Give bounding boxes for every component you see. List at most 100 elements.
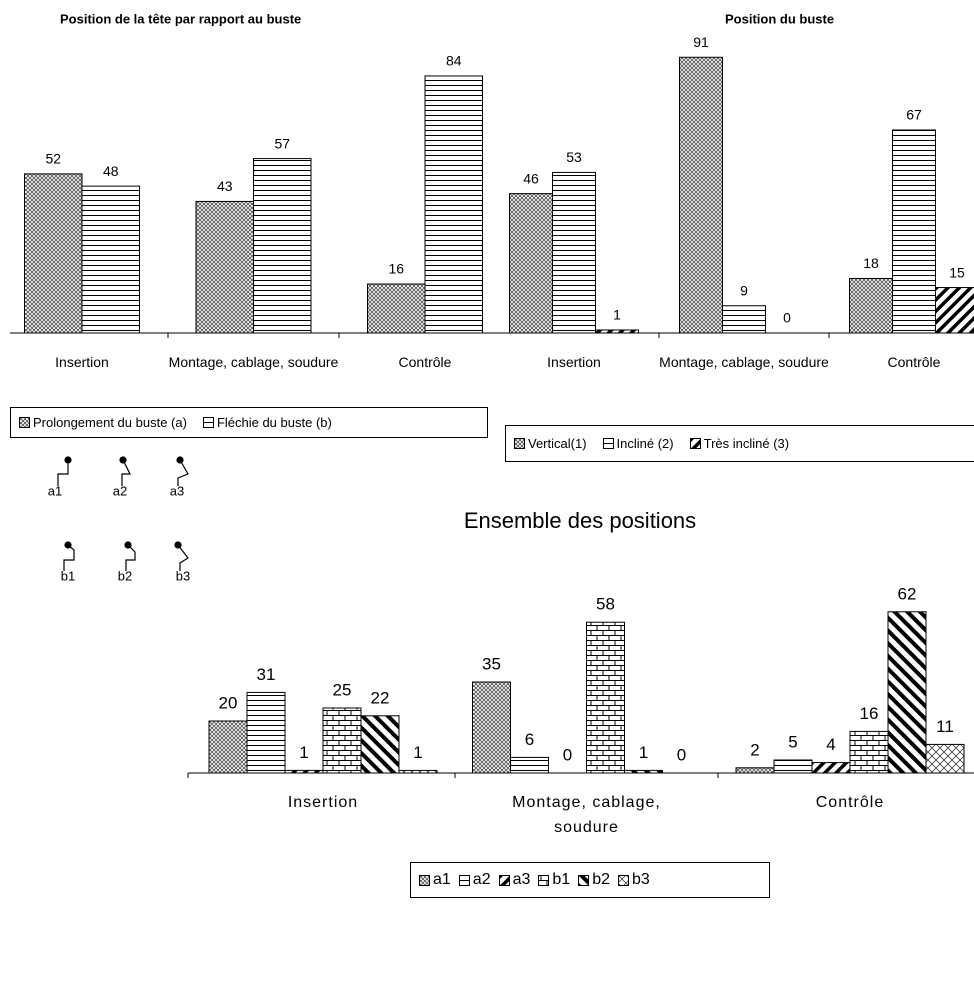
bar <box>773 759 813 774</box>
legend-label: Fléchie du buste (b) <box>216 415 332 430</box>
bar <box>424 75 483 334</box>
legend-label: b2 <box>592 871 610 888</box>
swatch-box <box>514 438 525 449</box>
swatch-box <box>202 417 214 428</box>
value-label: 0 <box>783 310 791 326</box>
bar <box>509 193 553 334</box>
value-label: 0 <box>677 745 686 764</box>
x-tick-label: Insertion <box>55 354 109 370</box>
legend-label: a2 <box>472 871 491 888</box>
value-label: 22 <box>371 688 390 707</box>
legend-swatch <box>19 417 30 428</box>
bar <box>811 762 851 774</box>
swatch-box <box>602 438 614 449</box>
x-tick-label: Montage, cablage, soudure <box>168 354 339 370</box>
bar <box>322 707 362 774</box>
legend-swatch <box>538 874 550 886</box>
legend-item: a1 <box>419 871 451 889</box>
legend-item: Prolongement du buste (a) <box>19 415 187 430</box>
bar <box>398 769 438 774</box>
icon-label: a1 <box>48 483 62 498</box>
bar <box>935 287 974 334</box>
bar <box>887 611 927 774</box>
value-label: 1 <box>613 307 621 323</box>
swatch-box <box>617 874 629 886</box>
value-label: 35 <box>482 654 501 673</box>
legend-swatch <box>578 874 590 886</box>
bar <box>586 621 625 774</box>
value-label: 46 <box>523 170 539 186</box>
value-label: 0 <box>563 745 572 764</box>
value-label: 1 <box>413 743 422 762</box>
bar <box>722 305 766 334</box>
x-tick-label: Montage, cablage, soudure <box>659 354 829 370</box>
x-tick-label: Insertion <box>287 794 359 811</box>
legend-label: Prolongement du buste (a) <box>33 415 187 430</box>
value-label: 57 <box>274 135 290 151</box>
bar <box>595 329 639 334</box>
value-label: 1 <box>639 743 648 762</box>
value-label: 2 <box>750 740 759 759</box>
bar <box>367 283 426 334</box>
legend-item: Vertical(1) <box>514 436 587 451</box>
bar <box>510 756 549 774</box>
legend-label: a3 <box>512 871 531 888</box>
swatch-box <box>538 874 550 886</box>
legend-swatch <box>202 417 214 428</box>
value-label: 48 <box>103 163 119 179</box>
x-tick-label: Contrôle <box>887 354 941 370</box>
value-label: 11 <box>936 717 954 736</box>
value-label: 5 <box>788 732 797 751</box>
icon-label: b1 <box>61 568 75 583</box>
bar <box>81 185 140 334</box>
value-label: 16 <box>388 261 404 277</box>
value-label: 58 <box>596 595 615 614</box>
bar <box>849 277 893 334</box>
legend-label: b1 <box>552 871 571 888</box>
x-tick-label: Insertion <box>547 354 601 370</box>
value-label: 25 <box>333 680 352 699</box>
legend-label: a1 <box>433 871 451 888</box>
value-label: 4 <box>826 735 835 754</box>
bar <box>849 730 889 774</box>
legend-item: a3 <box>498 871 531 889</box>
value-label: 1 <box>299 743 308 762</box>
x-tick-label: Contrôle <box>815 794 885 811</box>
legend: a1 a2 a3 b1 b2 b3 <box>410 862 770 898</box>
icon-label: a3 <box>170 483 184 498</box>
x-tick-label: Montage, cablage, soudure <box>512 794 661 836</box>
chart-title: Position de la tête par rapport au buste <box>60 11 301 26</box>
value-label: 67 <box>906 107 922 123</box>
legend-swatch <box>419 874 430 886</box>
x-tick-label: Contrôle <box>398 354 452 370</box>
bar <box>195 200 254 334</box>
legend-label: Incliné (2) <box>616 436 674 451</box>
value-label: 62 <box>898 584 917 603</box>
icon-label: a2 <box>113 483 127 498</box>
value-label: 9 <box>740 282 748 298</box>
icon-label: b3 <box>176 568 190 583</box>
bar <box>246 691 286 774</box>
bar <box>24 173 83 334</box>
swatch-box <box>498 874 510 886</box>
value-label: 18 <box>863 255 879 271</box>
legend-item: Fléchie du buste (b) <box>202 415 332 430</box>
value-label: 43 <box>217 178 233 194</box>
legend-swatch <box>514 438 525 449</box>
bar <box>892 129 936 334</box>
swatch-box <box>578 874 590 886</box>
swatch-box <box>458 874 470 886</box>
swatch-box <box>19 417 30 428</box>
value-label: 20 <box>219 693 238 712</box>
bar <box>679 56 723 334</box>
value-label: 53 <box>566 149 582 165</box>
legend: Vertical(1) Incliné (2) Très incliné (3) <box>505 425 974 462</box>
value-label: 31 <box>257 665 276 684</box>
legend-label: Vertical(1) <box>528 436 587 451</box>
legend-swatch <box>458 874 470 886</box>
legend-item: Incliné (2) <box>602 436 674 451</box>
legend-swatch <box>602 438 614 449</box>
legend-swatch <box>617 874 629 886</box>
legend-label: b3 <box>631 871 650 888</box>
